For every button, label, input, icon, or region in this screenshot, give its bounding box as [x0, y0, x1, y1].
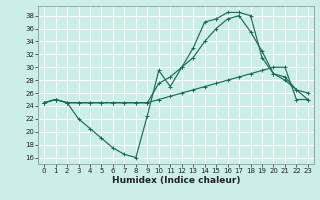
X-axis label: Humidex (Indice chaleur): Humidex (Indice chaleur)	[112, 176, 240, 185]
